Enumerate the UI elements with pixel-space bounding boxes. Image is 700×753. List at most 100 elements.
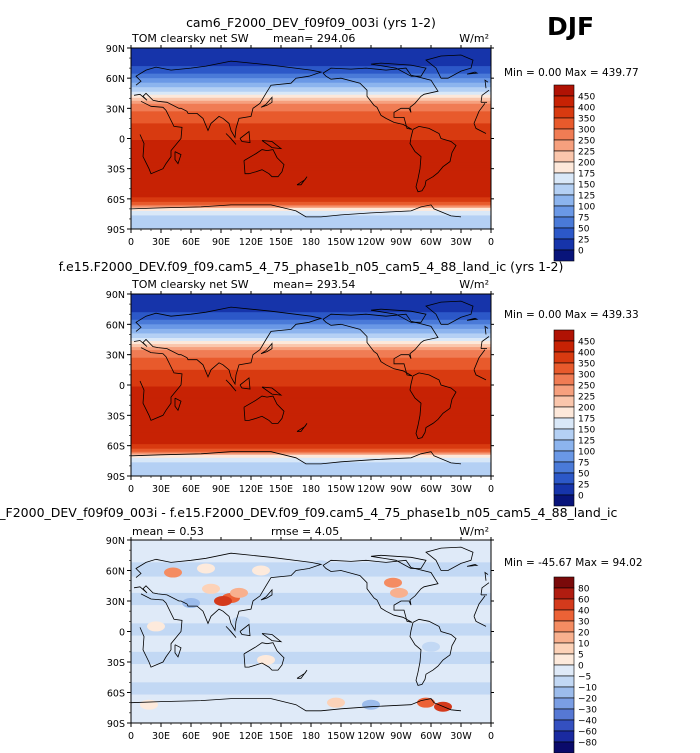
coastline [473, 369, 487, 381]
colorbar-label: −10 [578, 684, 597, 694]
field-band [131, 136, 491, 140]
x-tick-label: 30W [450, 484, 472, 495]
colorbar-label: −20 [578, 695, 597, 705]
diff-spot [257, 654, 275, 665]
field-band [131, 342, 491, 345]
field-band [131, 456, 491, 459]
field-band [131, 463, 491, 466]
field-band [131, 103, 491, 106]
field-band [131, 58, 491, 61]
coastline [466, 563, 479, 567]
field-band [131, 374, 491, 377]
coastline [243, 642, 285, 671]
coastline [409, 618, 457, 686]
y-tick-label: 60S [107, 195, 125, 206]
colorbar-swatch [553, 406, 575, 419]
data-field [131, 540, 491, 723]
field-band [131, 60, 491, 63]
x-tick-label: 150E [269, 237, 293, 248]
x-tick-label: 120W [357, 731, 385, 742]
coastline [131, 204, 462, 218]
field-band [131, 85, 491, 88]
field-band [131, 319, 491, 322]
field-band [131, 385, 491, 388]
colorbar-swatch [553, 428, 575, 441]
colorbar-swatch [553, 719, 575, 732]
field-band [131, 325, 491, 328]
x-tick-label: 60E [182, 237, 200, 248]
field-band [131, 372, 491, 375]
field-band [131, 322, 491, 325]
field-band [131, 366, 491, 369]
coastline [131, 451, 462, 465]
coastline [409, 372, 457, 440]
diff-spot [232, 616, 250, 627]
colorbar-label: 200 [578, 404, 595, 414]
coastline [133, 306, 323, 386]
field-band [131, 383, 491, 386]
coastline [174, 151, 182, 165]
field-band [131, 454, 491, 457]
field-band [131, 194, 491, 197]
field-band [131, 90, 491, 93]
diff-spot [362, 699, 380, 710]
field-band [131, 221, 491, 224]
field-band [131, 309, 491, 312]
field-band [131, 306, 491, 309]
x-tick-label: 90E [212, 237, 230, 248]
field-band [131, 295, 491, 298]
field-band [131, 448, 491, 451]
coastline [322, 313, 439, 377]
field-band [131, 200, 491, 203]
data-field [131, 48, 491, 229]
y-tick-label: 30N [106, 351, 125, 362]
colorbar-swatch [553, 483, 575, 496]
colorbar-label: 400 [578, 349, 595, 359]
y-tick-label: 90N [106, 536, 125, 547]
field-band [131, 294, 491, 297]
coastline [473, 349, 486, 370]
y-tick-label: 30S [107, 658, 125, 669]
field-band [131, 210, 491, 214]
field-band [131, 162, 491, 165]
colorbar-label: 175 [578, 170, 595, 180]
diff-spot [384, 577, 402, 588]
colorbar-label: 450 [578, 338, 595, 348]
field-band [131, 227, 491, 229]
diff-band [131, 605, 491, 624]
field-band [131, 460, 491, 463]
x-tick-label: 60E [182, 484, 200, 495]
field-band [131, 81, 491, 84]
field-band [131, 124, 491, 128]
coastline [425, 300, 474, 325]
field-band [131, 91, 491, 94]
field-band [131, 225, 491, 229]
field-band [131, 216, 491, 220]
coastline [484, 79, 489, 89]
field-band [131, 397, 491, 400]
field-band [131, 400, 491, 403]
field-band [131, 129, 491, 132]
field-band [131, 61, 491, 64]
x-tick-label: 120E [239, 484, 263, 495]
diff-band [131, 635, 491, 653]
field-band [131, 105, 491, 108]
field-band [131, 79, 491, 82]
coastline [473, 103, 486, 124]
field-band [131, 87, 491, 90]
diff-spot [252, 565, 270, 576]
y-tick-label: 60N [106, 74, 125, 85]
field-band [131, 327, 491, 330]
coastline [296, 423, 308, 432]
field-band [131, 111, 491, 114]
field-band [131, 195, 491, 198]
coastline [473, 595, 486, 617]
field-band [131, 54, 491, 57]
field-band [131, 301, 491, 304]
colorbar-label: 50 [578, 225, 590, 235]
colorbar-label: 0 [578, 247, 584, 257]
field-band [131, 156, 491, 159]
colorbar-swatch [553, 664, 575, 677]
colorbar-swatch [553, 117, 575, 130]
